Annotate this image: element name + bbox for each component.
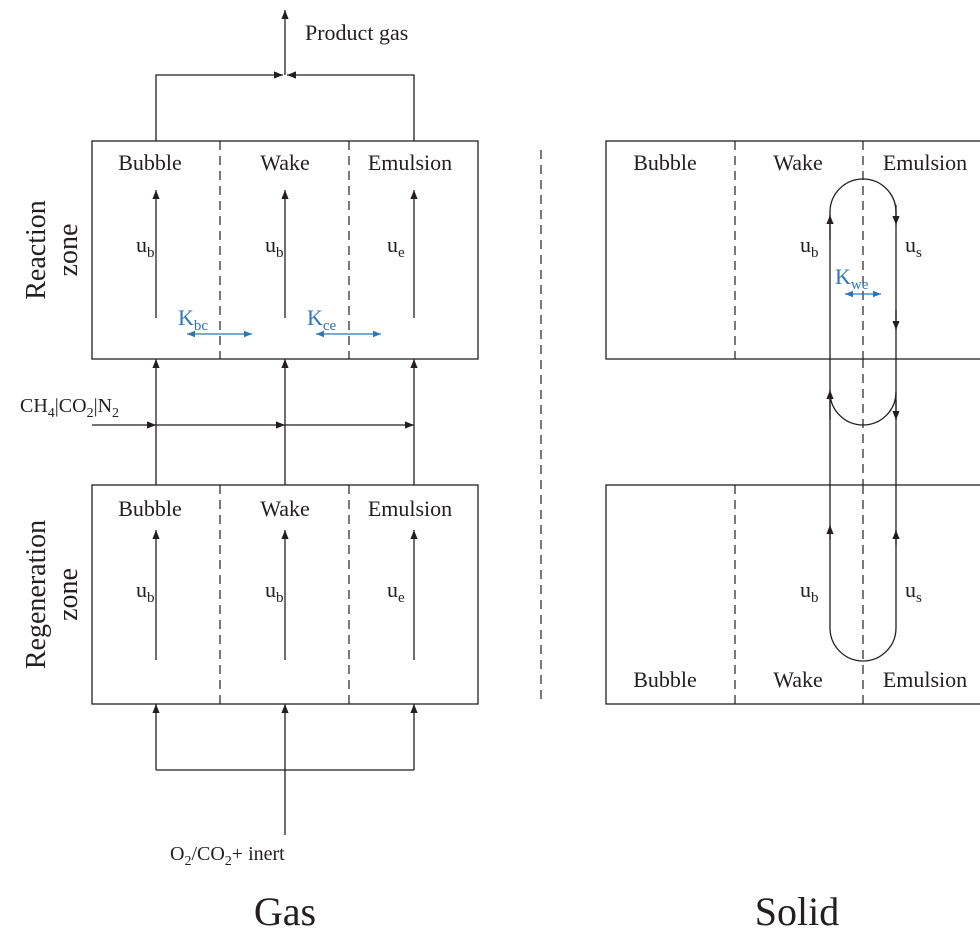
column-label: Bubble — [118, 496, 182, 521]
velocity-label: ub — [800, 577, 819, 606]
subscript: b — [147, 245, 155, 261]
symbol: K — [835, 264, 851, 289]
column-label: Emulsion — [883, 667, 967, 692]
solid-structure — [605, 140, 980, 705]
symbol: u — [905, 577, 916, 602]
feed-gas-label: CH4|CO2|N2 — [20, 395, 119, 421]
zone-label: Reaction zone — [21, 200, 84, 300]
symbol: u — [136, 232, 147, 257]
symbol: u — [800, 577, 811, 602]
column-label: Bubble — [118, 150, 182, 175]
subscript: we — [851, 277, 869, 293]
column-label: Emulsion — [368, 496, 452, 521]
formula-part: |CO — [55, 395, 87, 417]
subscript: s — [916, 245, 922, 261]
zone-name: zone — [53, 568, 84, 621]
product-gas-label: Product gas — [305, 20, 408, 45]
subscript: 2 — [184, 854, 191, 869]
subscript: b — [811, 245, 819, 261]
subscript: e — [398, 590, 405, 606]
subscript: ce — [323, 318, 337, 334]
gas-structure — [91, 10, 479, 835]
exchange-coefficient: Kwe — [835, 264, 869, 293]
velocity-label: ub — [800, 232, 819, 261]
velocity-label: us — [905, 577, 922, 606]
formula-part: O — [170, 843, 184, 865]
velocity-label: ub — [136, 232, 155, 261]
symbol: u — [387, 577, 398, 602]
column-label: Wake — [260, 496, 310, 521]
panel-title: Gas — [254, 889, 316, 934]
symbol: u — [265, 577, 276, 602]
symbol: u — [265, 232, 276, 257]
inlet-gas-label: O2/CO2+ inert — [170, 843, 285, 869]
symbol: u — [387, 232, 398, 257]
formula-part: CH — [20, 395, 48, 417]
symbol: K — [178, 305, 194, 330]
column-label: Bubble — [633, 667, 697, 692]
subscript: b — [147, 590, 155, 606]
subscript: 2 — [87, 406, 94, 421]
subscript: 2 — [225, 854, 232, 869]
velocity-label: ub — [265, 232, 284, 261]
column-label: Wake — [773, 150, 823, 175]
column-label: Wake — [260, 150, 310, 175]
subscript: b — [276, 590, 284, 606]
exchange-coefficient: Kbc — [178, 305, 208, 334]
symbol: u — [800, 232, 811, 257]
column-label: Wake — [773, 667, 823, 692]
velocity-label: ub — [265, 577, 284, 606]
zone-name: Regeneration — [21, 520, 52, 669]
column-label: Emulsion — [883, 150, 967, 175]
velocity-label: ub — [136, 577, 155, 606]
column-label: Emulsion — [368, 150, 452, 175]
column-label: Bubble — [633, 150, 697, 175]
formula-part: + inert — [232, 843, 285, 865]
symbol: K — [307, 305, 323, 330]
subscript: bc — [194, 318, 209, 334]
symbol: u — [136, 577, 147, 602]
zone-name: Reaction — [21, 200, 52, 300]
formula-part: /CO — [191, 843, 224, 865]
velocity-label: us — [905, 232, 922, 261]
exchange-coefficient: Kce — [307, 305, 337, 334]
formula-part: |N — [94, 395, 112, 417]
symbol: u — [905, 232, 916, 257]
velocity-label: ue — [387, 232, 405, 261]
zone-name: zone — [53, 224, 84, 277]
panel-title: Solid — [755, 889, 839, 934]
subscript: s — [916, 590, 922, 606]
subscript: e — [398, 245, 405, 261]
subscript: 2 — [112, 406, 119, 421]
subscript: b — [811, 590, 819, 606]
zone-label: Regeneration zone — [21, 520, 84, 669]
subscript: 4 — [48, 406, 55, 421]
velocity-label: ue — [387, 577, 405, 606]
subscript: b — [276, 245, 284, 261]
